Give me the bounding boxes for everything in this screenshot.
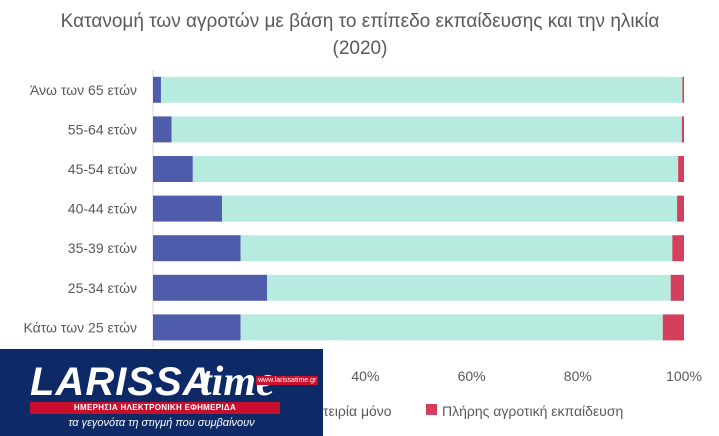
bar-segment-series-1 xyxy=(153,156,193,182)
category-label: 40-44 ετών xyxy=(68,201,137,217)
bar-segment-series-3 xyxy=(672,235,684,262)
bar-segment-series-1 xyxy=(153,314,241,341)
bar-segment-series-1 xyxy=(153,235,241,262)
bar-segment-series-2 xyxy=(240,235,673,262)
chart-title: Κατανομή των αγροτών με βάση το επίπεδο … xyxy=(60,11,660,59)
bar-segment-series-3 xyxy=(677,195,684,222)
category-label: 55-64 ετών xyxy=(68,121,137,137)
logo-tagline: τα γεγονότα τη στιγμή που συμβαίνουν xyxy=(68,417,255,429)
logo-word: LARISSA xyxy=(30,360,213,404)
bar-segment-series-2 xyxy=(267,274,671,301)
x-tick-label: 60% xyxy=(458,368,486,384)
x-tick-label: 100% xyxy=(666,368,702,384)
logo-main: LARISSA time www.larissatime.gr xyxy=(0,356,323,404)
bar-segment-series-2 xyxy=(171,116,682,143)
logo-site: www.larissatime.gr xyxy=(256,376,319,385)
bar-segment-series-1 xyxy=(153,116,172,143)
bar-segment-series-3 xyxy=(681,116,684,143)
category-label: 35-39 ετών xyxy=(68,240,137,256)
category-label: Άνω των 65 ετών xyxy=(30,82,137,98)
bar-segment-series-2 xyxy=(160,76,683,103)
larissatime-logo: LARISSA time www.larissatime.gr ΗΜΕΡΗΣΙΑ… xyxy=(0,349,323,436)
bar-segment-series-3 xyxy=(682,76,684,103)
x-tick-label: 80% xyxy=(564,368,592,384)
x-tick-label: 40% xyxy=(351,368,379,384)
bar-segment-series-2 xyxy=(240,314,663,341)
bar-segment-series-3 xyxy=(670,274,684,301)
legend-label-practical: τειρία μόνο xyxy=(323,403,392,419)
logo-strip: ΗΜΕΡΗΣΙΑ ΗΛΕΚΤΡΟΝΙΚΗ ΕΦΗΜΕΡΙΔΑ xyxy=(30,402,280,414)
legend-label-full: Πλήρης αγροτική εκπαίδευση xyxy=(442,403,623,419)
bar-segment-series-1 xyxy=(153,76,161,103)
category-label: 45-54 ετών xyxy=(68,161,137,177)
legend-swatch-full xyxy=(426,404,437,415)
bar-segment-series-3 xyxy=(678,156,684,182)
category-label: Κάτω των 25 ετών xyxy=(23,319,137,335)
bar-segment-series-1 xyxy=(153,274,268,301)
bar-segment-series-1 xyxy=(153,195,223,222)
bar-segment-series-2 xyxy=(192,156,679,182)
category-label: 25-34 ετών xyxy=(68,280,137,296)
bar-segment-series-2 xyxy=(222,195,678,222)
bar-segment-series-3 xyxy=(662,314,684,341)
